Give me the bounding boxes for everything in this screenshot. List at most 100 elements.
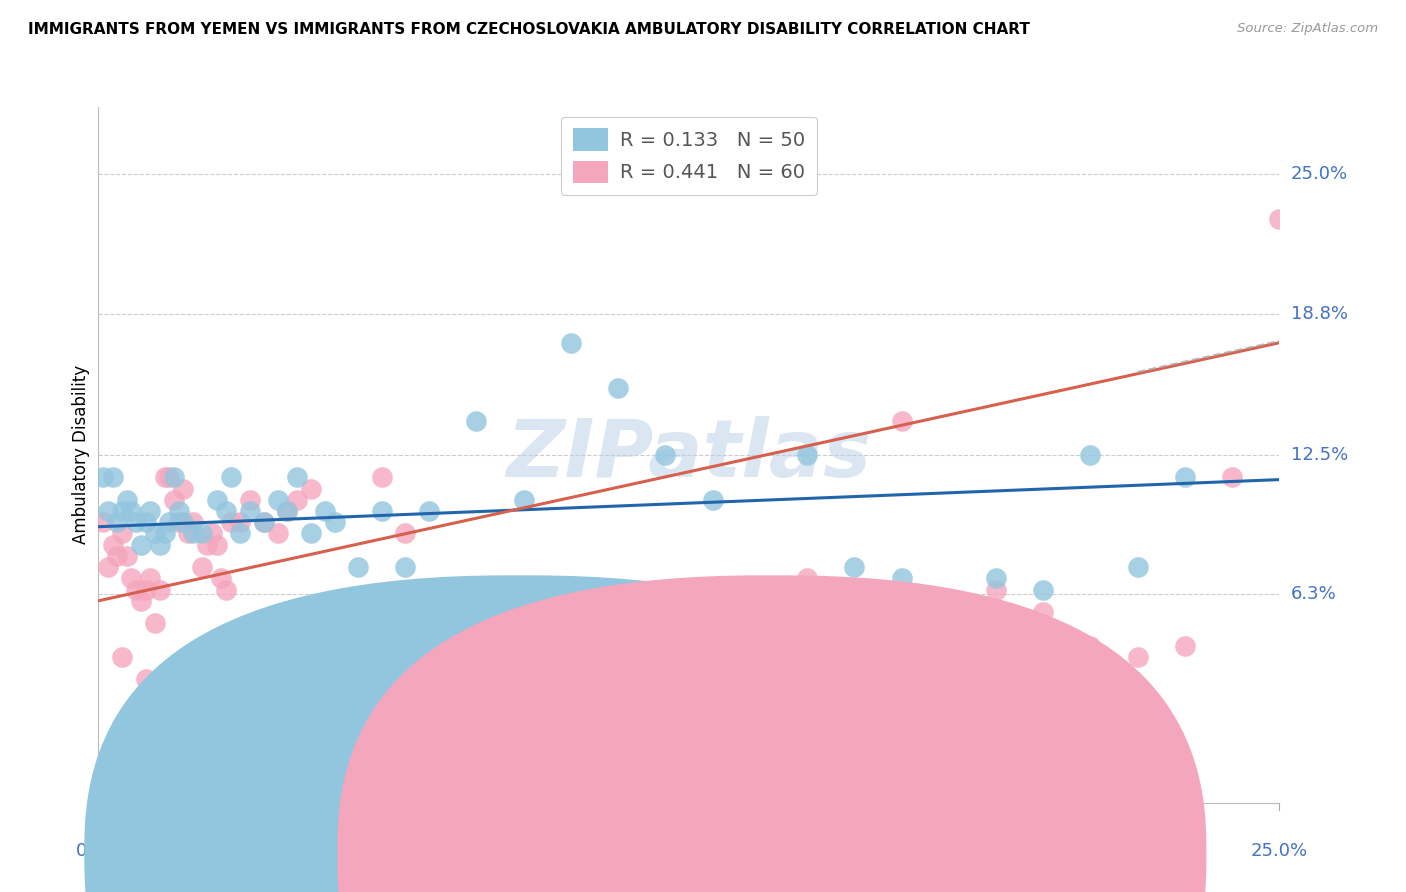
Point — [215, 582, 238, 597]
Point — [347, 560, 370, 574]
Text: IMMIGRANTS FROM YEMEN VS IMMIGRANTS FROM CZECHOSLOVAKIA AMBULATORY DISABILITY CO: IMMIGRANTS FROM YEMEN VS IMMIGRANTS FROM… — [28, 22, 1031, 37]
Point — [394, 560, 416, 574]
Point — [844, 560, 866, 574]
Point — [181, 515, 204, 529]
Point — [654, 448, 676, 462]
Point — [181, 526, 204, 541]
Point — [229, 515, 252, 529]
Text: ZIPatlas: ZIPatlas — [506, 416, 872, 494]
Point — [347, 627, 370, 641]
Point — [205, 538, 228, 552]
Point — [97, 504, 120, 518]
Point — [654, 639, 676, 653]
Point — [607, 381, 630, 395]
Point — [143, 616, 166, 631]
Point — [191, 526, 214, 541]
Point — [167, 504, 190, 518]
Point — [91, 470, 114, 484]
Point — [299, 482, 322, 496]
Point — [371, 504, 394, 518]
Point — [1126, 560, 1149, 574]
Point — [172, 515, 194, 529]
Point — [418, 504, 440, 518]
Point — [172, 482, 194, 496]
Point — [890, 414, 912, 428]
Point — [135, 673, 157, 687]
Point — [177, 526, 200, 541]
Point — [371, 639, 394, 653]
Point — [101, 470, 124, 484]
Point — [97, 560, 120, 574]
Point — [441, 639, 464, 653]
Point — [115, 549, 138, 563]
Point — [111, 526, 134, 541]
Point — [984, 571, 1007, 585]
Point — [796, 448, 818, 462]
Point — [167, 515, 190, 529]
Text: 18.8%: 18.8% — [1291, 304, 1347, 323]
Point — [163, 470, 186, 484]
Point — [938, 661, 960, 675]
Point — [299, 526, 322, 541]
Point — [149, 538, 172, 552]
Point — [560, 335, 582, 350]
Point — [215, 504, 238, 518]
Point — [135, 515, 157, 529]
Point — [239, 492, 262, 507]
Point — [1032, 605, 1054, 619]
Point — [267, 526, 290, 541]
Point — [101, 538, 124, 552]
Point — [111, 504, 134, 518]
Point — [153, 526, 176, 541]
Point — [890, 571, 912, 585]
Point — [129, 594, 152, 608]
Point — [1126, 649, 1149, 664]
Point — [323, 515, 346, 529]
Text: 25.0%: 25.0% — [1291, 165, 1348, 184]
Point — [219, 515, 242, 529]
Point — [105, 515, 128, 529]
Point — [1032, 582, 1054, 597]
Point — [209, 571, 232, 585]
Point — [702, 492, 724, 507]
Text: Source: ZipAtlas.com: Source: ZipAtlas.com — [1237, 22, 1378, 36]
Legend: R = 0.133   N = 50, R = 0.441   N = 60: R = 0.133 N = 50, R = 0.441 N = 60 — [561, 117, 817, 194]
Point — [125, 515, 148, 529]
Text: Immigrants from Yemen: Immigrants from Yemen — [538, 846, 738, 863]
Point — [253, 515, 276, 529]
Point — [1220, 470, 1243, 484]
Point — [465, 414, 488, 428]
Point — [139, 571, 162, 585]
Point — [465, 605, 488, 619]
Point — [105, 549, 128, 563]
Text: Immigrants from Czechoslovakia: Immigrants from Czechoslovakia — [792, 846, 1064, 863]
Point — [984, 582, 1007, 597]
Text: 12.5%: 12.5% — [1291, 446, 1348, 464]
Point — [121, 504, 143, 518]
Point — [149, 582, 172, 597]
Point — [125, 582, 148, 597]
Point — [153, 470, 176, 484]
Point — [201, 526, 224, 541]
Point — [239, 504, 262, 518]
Point — [195, 538, 218, 552]
Point — [418, 639, 440, 653]
Point — [115, 492, 138, 507]
Point — [607, 639, 630, 653]
Text: 0.0%: 0.0% — [76, 842, 121, 860]
Text: 25.0%: 25.0% — [1251, 842, 1308, 860]
Point — [163, 492, 186, 507]
Point — [157, 515, 180, 529]
Text: 6.3%: 6.3% — [1291, 585, 1336, 603]
Point — [1174, 639, 1197, 653]
Point — [560, 661, 582, 675]
Point — [91, 515, 114, 529]
Point — [371, 470, 394, 484]
Point — [129, 538, 152, 552]
Point — [253, 515, 276, 529]
Point — [1268, 212, 1291, 227]
Point — [285, 492, 308, 507]
Point — [143, 526, 166, 541]
Point — [796, 571, 818, 585]
Point — [219, 470, 242, 484]
